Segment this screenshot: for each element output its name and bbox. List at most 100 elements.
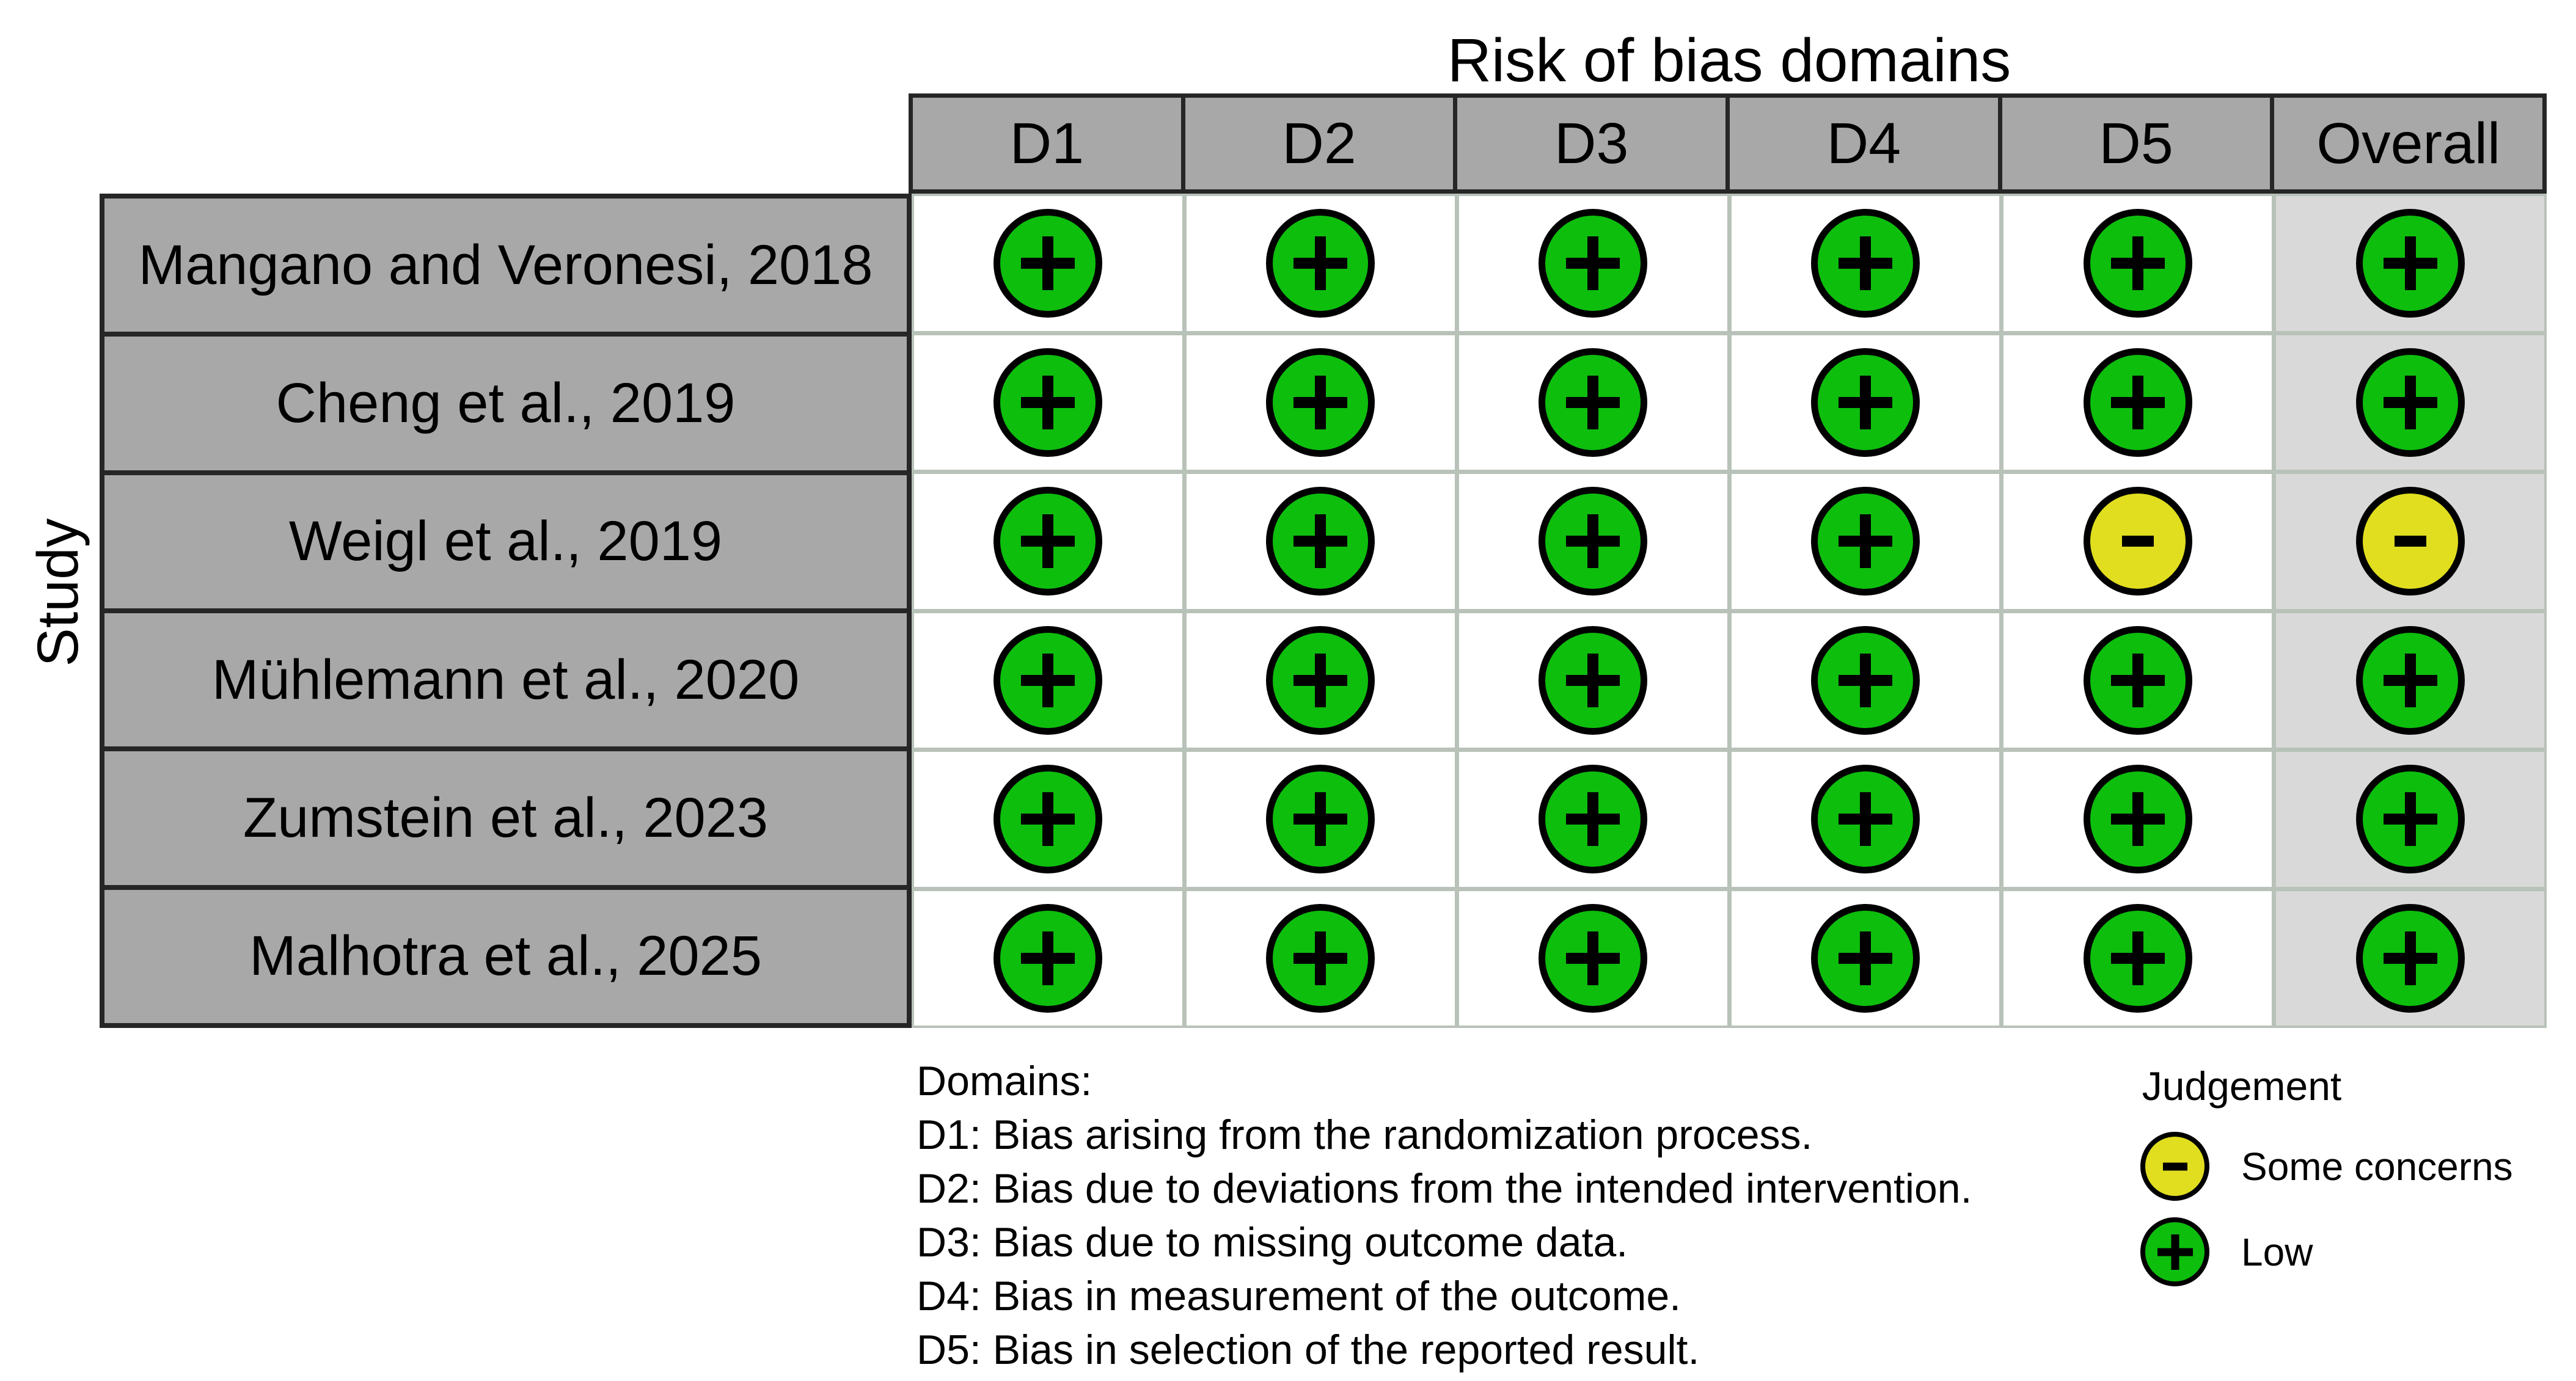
plus-glyph bbox=[1859, 236, 1871, 291]
plus-glyph bbox=[2132, 931, 2143, 985]
low-risk-icon bbox=[993, 348, 1103, 457]
plus-glyph bbox=[1042, 236, 1054, 291]
plus-glyph bbox=[1587, 514, 1599, 569]
plus-glyph bbox=[2132, 653, 2143, 707]
low-risk-icon bbox=[2355, 903, 2465, 1013]
judgement-cell-row6-overall bbox=[2276, 891, 2544, 1026]
judgement-cell-row3-d4 bbox=[1731, 474, 2000, 609]
low-risk-icon bbox=[1266, 765, 1375, 874]
legend-item-low: Low bbox=[2140, 1217, 2313, 1286]
plus-glyph bbox=[1315, 236, 1326, 291]
low-risk-icon bbox=[1266, 625, 1375, 735]
study-name-cell: Malhotra et al., 2025 bbox=[104, 889, 907, 1023]
judgement-cell-row5-d2 bbox=[1186, 752, 1455, 887]
low-risk-icon bbox=[2083, 348, 2192, 457]
low-risk-icon bbox=[2355, 765, 2465, 874]
plus-glyph bbox=[2404, 792, 2416, 847]
legend-title: Judgement bbox=[2142, 1063, 2342, 1109]
plus-glyph bbox=[1859, 375, 1871, 429]
domain-header-d2: D2 bbox=[1185, 98, 1454, 189]
judgement-cell-row3-d5 bbox=[2003, 474, 2272, 609]
low-risk-icon bbox=[1810, 348, 1920, 457]
domain-definition-d2: D2: Bias due to deviations from the inte… bbox=[917, 1165, 1972, 1212]
legend-label: Some concerns bbox=[2241, 1144, 2513, 1189]
plus-glyph bbox=[1315, 792, 1326, 847]
low-risk-icon bbox=[993, 765, 1103, 874]
judgement-cell-row4-d1 bbox=[914, 613, 1182, 748]
low-risk-icon bbox=[2083, 903, 2192, 1013]
low-risk-icon bbox=[1539, 765, 1648, 874]
judgement-cell-row4-d3 bbox=[1458, 613, 1727, 748]
domain-header-d1: D1 bbox=[913, 98, 1181, 189]
minus-glyph bbox=[2162, 1162, 2187, 1170]
plus-glyph bbox=[2171, 1234, 2179, 1270]
low-risk-icon bbox=[1539, 487, 1648, 596]
study-name-cell: Mühlemann et al., 2020 bbox=[104, 613, 907, 747]
judgement-cell-row6-d3 bbox=[1458, 891, 1727, 1026]
study-name-column: Mangano and Veronesi, 2018 Cheng et al., … bbox=[100, 194, 912, 1028]
plus-glyph bbox=[1315, 931, 1326, 985]
plus-glyph bbox=[1859, 931, 1871, 985]
plus-glyph bbox=[2132, 236, 2143, 291]
low-risk-icon bbox=[993, 487, 1103, 596]
study-axis-label: Study bbox=[25, 518, 90, 667]
plus-glyph bbox=[1042, 375, 1054, 429]
low-risk-icon bbox=[1810, 903, 1920, 1013]
judgement-cell-row1-d1 bbox=[914, 196, 1182, 331]
judgement-cell-row5-d3 bbox=[1458, 752, 1727, 887]
judgement-cell-row1-d3 bbox=[1458, 196, 1727, 331]
low-risk-icon bbox=[2355, 625, 2465, 735]
judgement-cell-row4-d5 bbox=[2003, 613, 2272, 748]
low-risk-icon bbox=[2355, 348, 2465, 457]
plus-glyph bbox=[1859, 653, 1871, 707]
some-concerns-icon bbox=[2140, 1132, 2209, 1201]
plus-glyph bbox=[1042, 792, 1054, 847]
judgement-cell-row1-overall bbox=[2276, 196, 2544, 331]
plus-glyph bbox=[1587, 653, 1599, 707]
plus-glyph bbox=[1587, 792, 1599, 847]
plus-glyph bbox=[1587, 931, 1599, 985]
low-risk-icon bbox=[1266, 487, 1375, 596]
judgement-cell-row5-d4 bbox=[1731, 752, 2000, 887]
plus-glyph bbox=[2404, 236, 2416, 291]
domain-definition-d5: D5: Bias in selection of the reported re… bbox=[917, 1327, 1700, 1373]
low-risk-icon bbox=[993, 209, 1103, 318]
judgement-cell-row1-d2 bbox=[1186, 196, 1455, 331]
plus-glyph bbox=[1859, 514, 1871, 569]
judgement-cell-row5-d1 bbox=[914, 752, 1182, 887]
domain-definition-d1: D1: Bias arising from the randomization … bbox=[917, 1112, 1813, 1158]
low-risk-icon bbox=[1266, 348, 1375, 457]
study-name-cell: Mangano and Veronesi, 2018 bbox=[104, 199, 907, 332]
judgement-cell-row2-d4 bbox=[1731, 335, 2000, 470]
domain-header-d4: D4 bbox=[1729, 98, 1998, 189]
plus-glyph bbox=[1315, 514, 1326, 569]
low-risk-icon bbox=[1810, 487, 1920, 596]
judgement-cell-row2-overall bbox=[2276, 335, 2544, 470]
domain-header-d3: D3 bbox=[1457, 98, 1725, 189]
study-name-cell: Cheng et al., 2019 bbox=[104, 337, 907, 470]
judgement-cell-row5-d5 bbox=[2003, 752, 2272, 887]
low-risk-icon bbox=[1810, 209, 1920, 318]
low-risk-icon bbox=[1539, 903, 1648, 1013]
minus-glyph bbox=[2394, 536, 2426, 547]
domain-definition-d3: D3: Bias due to missing outcome data. bbox=[917, 1219, 1628, 1266]
judgement-cell-row3-d1 bbox=[914, 474, 1182, 609]
low-risk-icon bbox=[1810, 625, 1920, 735]
legend-label: Low bbox=[2241, 1230, 2313, 1274]
plus-glyph bbox=[1042, 653, 1054, 707]
low-risk-icon bbox=[1810, 765, 1920, 874]
judgement-cell-row1-d4 bbox=[1731, 196, 2000, 331]
low-risk-icon bbox=[1266, 903, 1375, 1013]
judgement-cell-row5-overall bbox=[2276, 752, 2544, 887]
judgement-cell-row6-d2 bbox=[1186, 891, 1455, 1026]
low-risk-icon bbox=[993, 625, 1103, 735]
judgement-cell-row3-overall bbox=[2276, 474, 2544, 609]
plus-glyph bbox=[1315, 653, 1326, 707]
judgement-cell-row6-d4 bbox=[1731, 891, 2000, 1026]
low-risk-icon bbox=[2083, 625, 2192, 735]
low-risk-icon bbox=[993, 903, 1103, 1013]
judgement-cell-row6-d1 bbox=[914, 891, 1182, 1026]
judgement-cell-row3-d2 bbox=[1186, 474, 1455, 609]
judgement-grid bbox=[912, 194, 2547, 1028]
low-risk-icon bbox=[2140, 1217, 2209, 1286]
